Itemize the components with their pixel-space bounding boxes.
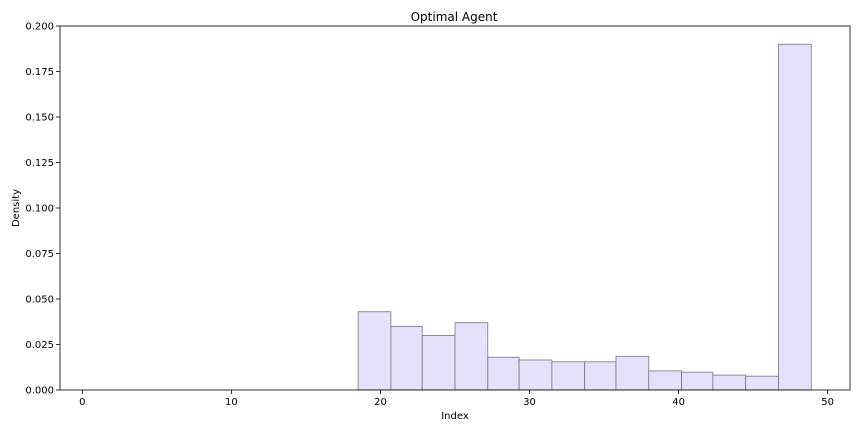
- y-tick-label-4: 0.100: [25, 204, 54, 215]
- y-tick-label-1: 0.025: [25, 340, 54, 351]
- chart-title: Optimal Agent: [411, 10, 498, 24]
- histogram-bar-3: [454, 322, 489, 391]
- x-tick-label-5: 50: [821, 397, 834, 408]
- y-tick-label-2: 0.050: [25, 295, 54, 306]
- histogram-bar-4: [487, 356, 520, 391]
- x-tick-label-3: 30: [523, 397, 536, 408]
- y-tick-label-0: 0.000: [25, 386, 54, 397]
- histogram-bar-11: [712, 374, 747, 391]
- histogram-bar-8: [615, 355, 650, 391]
- y-axis: 0.000 0.025 0.050 0.075 0.100 0.125 0.150 0.175…: [25, 22, 60, 397]
- histogram-bar-6: [551, 361, 586, 391]
- y-tick-label-7: 0.175: [25, 67, 54, 78]
- histogram-bar-10: [681, 371, 714, 391]
- histogram-bar-1: [390, 325, 423, 391]
- histogram-bar-13: [778, 43, 812, 391]
- x-tick-label-0: 0: [79, 397, 85, 408]
- y-tick-label-3: 0.075: [25, 249, 54, 260]
- histogram-bar-2: [421, 334, 456, 391]
- y-tick-label-8: 0.200: [25, 22, 54, 33]
- x-axis: 0 10 20 30 40 50: [79, 390, 834, 408]
- y-tick-label-6: 0.150: [25, 113, 54, 124]
- x-tick-label-4: 40: [672, 397, 685, 408]
- x-tick-label-1: 10: [225, 397, 238, 408]
- y-tick-label-5: 0.125: [25, 158, 54, 169]
- bars-group: [357, 43, 812, 391]
- histogram-bar-5: [518, 359, 553, 391]
- y-axis-label: Density: [11, 189, 22, 227]
- x-tick-label-2: 20: [374, 397, 387, 408]
- x-axis-label: Index: [441, 411, 469, 422]
- histogram-bar-0: [357, 311, 392, 391]
- histogram-bar-12: [745, 375, 779, 391]
- histogram-bar-7: [584, 361, 617, 391]
- histogram-bar-9: [648, 370, 682, 391]
